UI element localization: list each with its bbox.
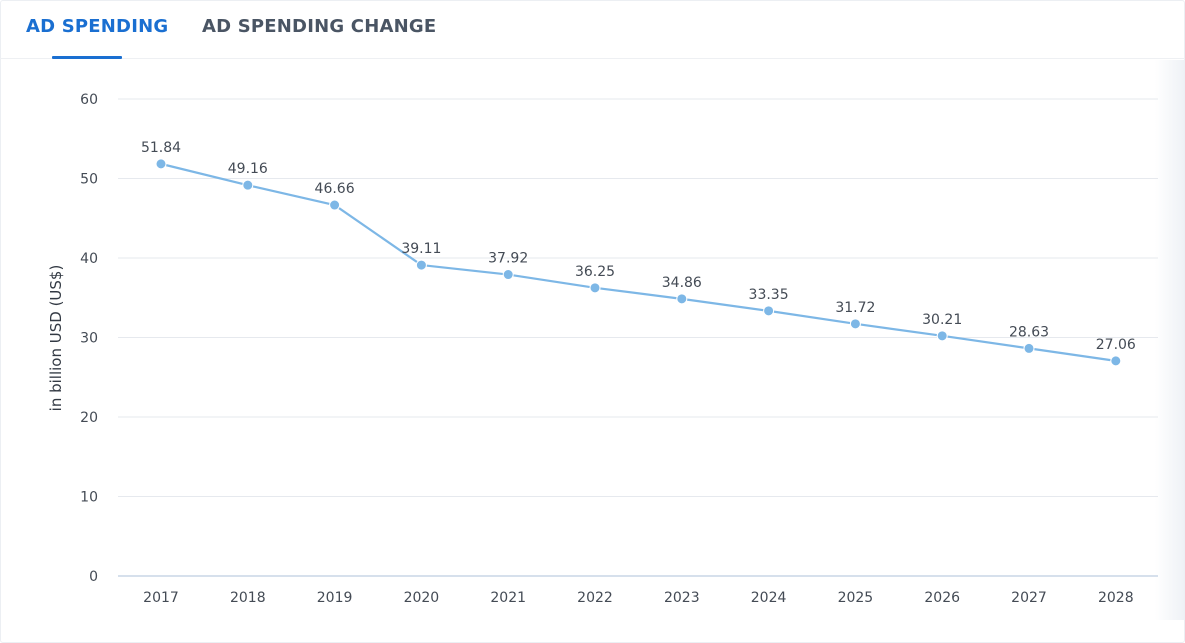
x-tick-label: 2025 xyxy=(838,590,874,606)
y-tick-label: 40 xyxy=(80,251,98,267)
data-point xyxy=(676,293,688,305)
data-label: 37.92 xyxy=(488,251,528,267)
data-label: 30.21 xyxy=(922,312,962,328)
x-tick-label: 2018 xyxy=(230,590,266,606)
data-point xyxy=(589,282,601,294)
x-tick-label: 2024 xyxy=(751,590,787,606)
data-label: 51.84 xyxy=(141,140,181,156)
data-point xyxy=(415,259,427,271)
data-point xyxy=(329,199,341,211)
scroll-shade xyxy=(1155,60,1185,620)
y-tick-label: 0 xyxy=(89,569,98,585)
data-label: 46.66 xyxy=(315,181,355,197)
data-label: 27.06 xyxy=(1096,337,1136,353)
data-label: 34.86 xyxy=(662,275,702,291)
y-tick-label: 60 xyxy=(80,92,98,108)
data-label: 33.35 xyxy=(749,287,789,303)
tab-bar: AD SPENDING AD SPENDING CHANGE xyxy=(0,0,1185,59)
series-line xyxy=(160,162,1116,362)
y-tick-label: 20 xyxy=(80,410,98,426)
x-tick-label: 2021 xyxy=(490,590,526,606)
x-tick-label: 2023 xyxy=(664,590,700,606)
data-label: 31.72 xyxy=(835,300,875,316)
x-tick-label: 2022 xyxy=(577,590,613,606)
x-tick-label: 2017 xyxy=(143,590,179,606)
data-point xyxy=(763,305,775,317)
data-point xyxy=(849,318,861,330)
data-point xyxy=(936,330,948,342)
y-tick-label: 50 xyxy=(80,172,98,188)
x-tick-label: 2019 xyxy=(317,590,353,606)
data-point xyxy=(242,179,254,191)
data-point xyxy=(1023,342,1035,354)
active-tab-indicator xyxy=(52,56,122,59)
tab-ad-spending[interactable]: AD SPENDING xyxy=(26,16,169,37)
x-tick-label: 2028 xyxy=(1098,590,1134,606)
data-point xyxy=(1110,355,1122,367)
data-point xyxy=(502,269,514,281)
y-tick-label: 30 xyxy=(80,331,98,347)
x-tick-label: 2026 xyxy=(924,590,960,606)
data-point xyxy=(155,158,167,170)
data-label: 36.25 xyxy=(575,264,615,280)
x-tick-label: 2020 xyxy=(404,590,440,606)
x-tick-label: 2027 xyxy=(1011,590,1047,606)
tab-ad-spending-change[interactable]: AD SPENDING CHANGE xyxy=(202,16,437,37)
data-label: 39.11 xyxy=(401,241,441,257)
data-label: 49.16 xyxy=(228,161,268,177)
data-label: 28.63 xyxy=(1009,324,1049,340)
y-tick-label: 10 xyxy=(80,490,98,506)
